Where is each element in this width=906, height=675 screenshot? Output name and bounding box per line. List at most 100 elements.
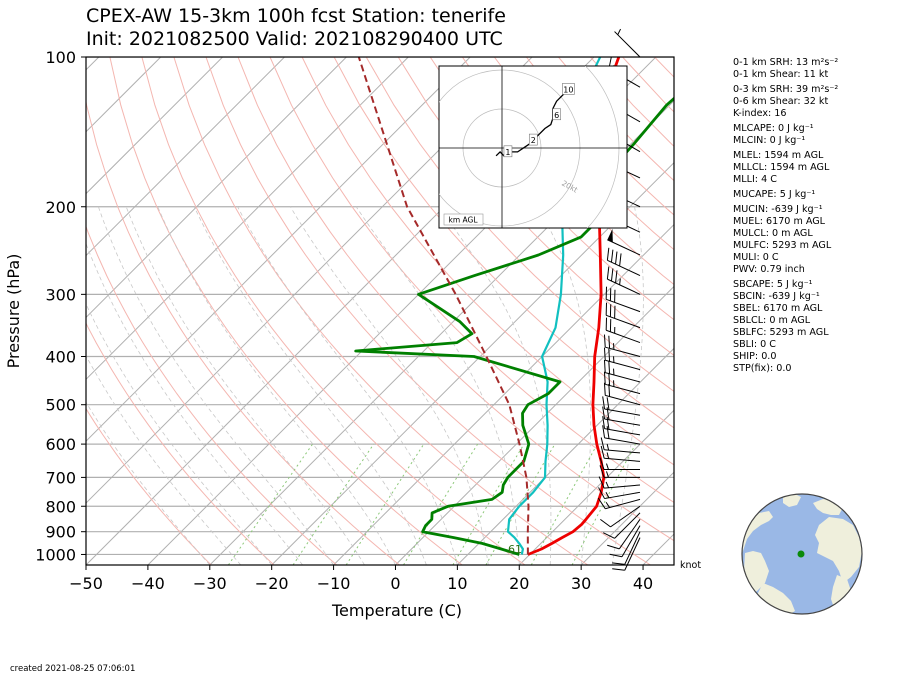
index-line: MLEL: 1594 m AGL xyxy=(733,150,824,161)
land-mass xyxy=(783,494,801,507)
dry-adiabat xyxy=(86,99,400,565)
y-axis-label: Pressure (hPa) xyxy=(4,254,23,369)
y-tick-label: 300 xyxy=(45,285,76,304)
indices-panel: 0-1 km SRH: 13 m²s⁻² 0-1 km Shear: 11 kt 0… xyxy=(733,57,903,375)
wind-barb xyxy=(598,476,641,489)
wind-barb xyxy=(609,525,641,558)
hodograph-height-label: 2 xyxy=(528,133,538,146)
wind-barb xyxy=(599,457,640,471)
x-tick-label: −40 xyxy=(131,574,165,593)
parcel-line xyxy=(357,57,530,555)
index-line: MULI: 0 C xyxy=(733,252,779,263)
wind-barbs xyxy=(597,28,641,571)
wind-barb xyxy=(605,302,641,329)
isotherm-line xyxy=(86,57,347,319)
mixing-ratio-line xyxy=(452,443,525,565)
dry-adiabat xyxy=(86,407,212,565)
moist-adiabat xyxy=(86,242,303,565)
chart-title-line2: Init: 2021082500 Valid: 202108290400 UTC xyxy=(86,28,503,50)
x-axis-label: Temperature (C) xyxy=(331,601,462,620)
wind-barb xyxy=(603,512,641,539)
y-tick-label: 100 xyxy=(45,48,76,67)
dry-adiabat xyxy=(429,57,674,321)
index-line: MUCAPE: 5 J kg⁻¹ xyxy=(733,189,816,200)
x-tick-label: −20 xyxy=(255,574,289,593)
index-line: MLCIN: 0 J kg⁻¹ xyxy=(733,135,806,146)
hodograph-height-label: 10 xyxy=(562,83,575,95)
station-marker xyxy=(797,550,805,558)
dry-adiabat xyxy=(269,57,674,504)
x-tick-label: −50 xyxy=(69,574,103,593)
dry-adiabat xyxy=(205,57,651,565)
wind-barb xyxy=(603,334,641,357)
isotherm-line xyxy=(86,57,409,381)
index-line: MUCIN: -639 J kg⁻¹ xyxy=(733,204,823,215)
isotherm-line xyxy=(86,57,223,195)
isotherm-line xyxy=(271,161,674,565)
dry-adiabat xyxy=(109,57,463,565)
wind-barb xyxy=(614,28,641,58)
index-line: PWV: 0.79 inch xyxy=(733,264,805,275)
moist-adiabat xyxy=(157,206,396,565)
index-line: MLCAPE: 0 J kg⁻¹ xyxy=(733,123,814,134)
created-timestamp: created 2021-08-25 07:06:01 xyxy=(10,664,136,674)
wind-barb xyxy=(603,371,641,395)
x-tick-label: 30 xyxy=(571,574,591,593)
moist-adiabat xyxy=(537,206,592,565)
index-line: SBCAPE: 5 J kg⁻¹ xyxy=(733,279,813,290)
y-tick-label: 600 xyxy=(45,435,76,454)
wind-barb xyxy=(597,497,641,510)
index-line: K-index: 16 xyxy=(733,108,787,119)
dry-adiabat xyxy=(86,322,275,565)
wind-unit-label: knot xyxy=(680,560,702,571)
y-tick-label: 700 xyxy=(45,468,76,487)
index-line: SHIP: 0.0 xyxy=(733,351,777,362)
wind-barb xyxy=(606,266,641,295)
wind-barb xyxy=(603,359,641,383)
svg-text:10: 10 xyxy=(563,85,573,94)
isotherm-line xyxy=(395,285,674,565)
index-line: SBEL: 6170 m AGL xyxy=(733,303,823,314)
wind-barb xyxy=(607,228,641,256)
dry-adiabat xyxy=(141,57,526,565)
index-line: SBCIN: -639 J kg⁻¹ xyxy=(733,291,820,302)
y-tick-label: 200 xyxy=(45,198,76,217)
wind-barb xyxy=(602,406,641,426)
wind-barb xyxy=(603,382,641,406)
svg-text:1: 1 xyxy=(505,148,510,157)
isotherm-line xyxy=(86,57,285,257)
wind-barb xyxy=(606,247,641,277)
wind-barb xyxy=(605,317,641,344)
wind-barb xyxy=(607,519,641,550)
mixing-ratio-line xyxy=(227,443,314,565)
chart-title-line1: CPEX-AW 15-3km 100h fcst Station: teneri… xyxy=(86,5,506,27)
x-tick-label: 10 xyxy=(447,574,467,593)
index-line: MLLCL: 1594 m AGL xyxy=(733,162,830,173)
wind-barb xyxy=(605,286,641,313)
index-line: 0-1 km Shear: 11 kt xyxy=(733,69,829,80)
x-tick-label: −30 xyxy=(193,574,227,593)
moist-adiabat xyxy=(98,206,334,565)
moist-adiabat xyxy=(237,206,458,565)
svg-text:2: 2 xyxy=(531,136,536,145)
moist-adiabat xyxy=(438,206,552,565)
svg-text:km AGL: km AGL xyxy=(448,216,478,225)
wind-barb xyxy=(600,445,641,462)
land-mass xyxy=(742,511,773,554)
index-line: SBLI: 0 C xyxy=(733,339,776,350)
x-tick-label: 0 xyxy=(390,574,400,593)
svg-text:6: 6 xyxy=(554,111,559,120)
y-tick-label: 500 xyxy=(45,396,76,415)
y-tick-label: 1000 xyxy=(35,545,76,564)
index-line: 0-3 km SRH: 39 m²s⁻² xyxy=(733,84,839,95)
moist-adiabat xyxy=(125,206,365,565)
wind-barb xyxy=(612,531,641,565)
wind-barb xyxy=(602,416,641,436)
wind-barb xyxy=(603,347,641,371)
isotherm-line xyxy=(333,223,674,565)
index-line: MULFC: 5293 m AGL xyxy=(733,240,832,251)
index-line: 0-6 km Shear: 32 kt xyxy=(733,96,829,107)
hodograph-frame xyxy=(438,65,628,229)
y-tick-label: 400 xyxy=(45,348,76,367)
